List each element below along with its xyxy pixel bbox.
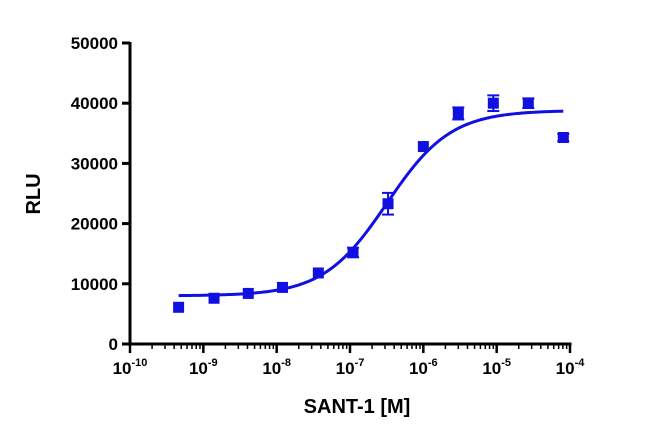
- data-point: [487, 97, 499, 109]
- x-tick-label: 10-10: [113, 357, 148, 378]
- data-point: [276, 281, 288, 293]
- x-tick-label: 10-5: [482, 357, 511, 378]
- data-points-layer: [173, 94, 570, 313]
- y-axis-label: RLU: [23, 173, 45, 214]
- data-point: [347, 246, 359, 258]
- data-point: [417, 141, 429, 153]
- y-tick-label: 50000: [71, 34, 118, 53]
- y-tick-label: 30000: [71, 154, 118, 173]
- y-tick-label: 40000: [71, 94, 118, 113]
- x-tick-label: 10-4: [556, 357, 586, 378]
- fit-curve: [178, 109, 564, 298]
- x-axis-label: SANT-1 [M]: [304, 396, 411, 418]
- axes: 0 10000 20000 30000 40000 50000 10-10 10-9 10-8 1…: [71, 34, 586, 378]
- x-tick-label: 10-8: [262, 357, 291, 378]
- fit-curve-layer: [178, 109, 564, 298]
- x-tick-label: 10-6: [409, 357, 438, 378]
- x-tick-label: 10-9: [189, 357, 218, 378]
- y-tick-label: 10000: [71, 275, 118, 294]
- x-tick-label: 10-7: [336, 357, 365, 378]
- data-point: [452, 107, 464, 119]
- data-point: [312, 267, 324, 279]
- data-point: [208, 292, 220, 304]
- y-tick-label: 20000: [71, 215, 118, 234]
- data-point: [242, 287, 254, 299]
- data-point: [557, 132, 569, 144]
- data-point: [382, 198, 394, 210]
- data-point: [173, 301, 185, 313]
- data-point: [522, 97, 534, 109]
- y-tick-label: 0: [109, 335, 118, 354]
